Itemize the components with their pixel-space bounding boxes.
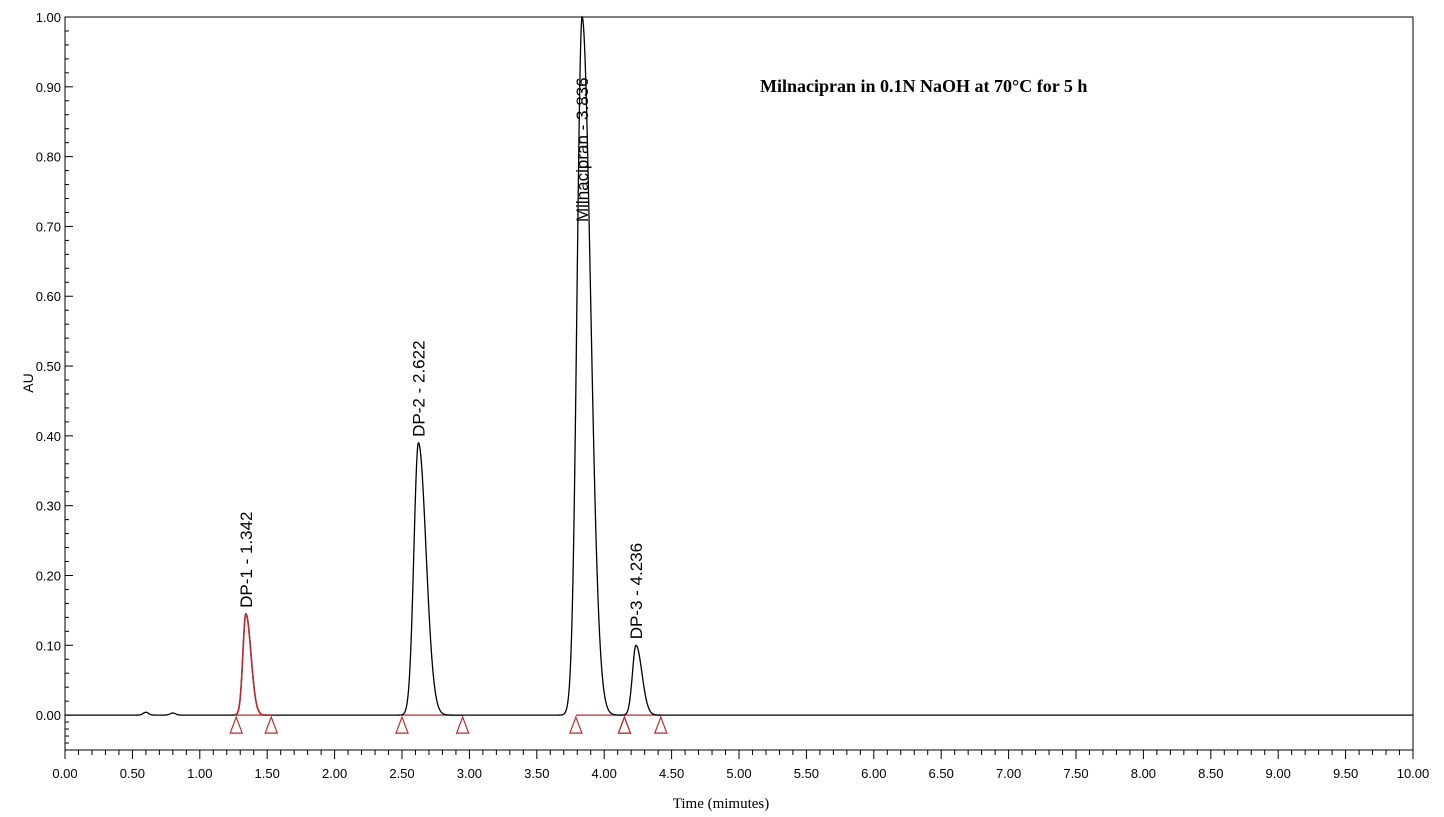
integration-marker <box>653 715 668 734</box>
integration-marker <box>229 715 244 734</box>
y-tick-label: 0.60 <box>36 289 61 304</box>
x-tick-label: 2.50 <box>389 766 414 781</box>
x-tick-label: 4.50 <box>659 766 684 781</box>
x-tick-label: 8.00 <box>1131 766 1156 781</box>
x-tick-label: 7.50 <box>1063 766 1088 781</box>
x-axis-title: Time (mimutes) <box>673 796 770 812</box>
y-tick-label: 0.90 <box>36 80 61 95</box>
x-tick-label: 5.50 <box>794 766 819 781</box>
x-tick-label: 1.00 <box>187 766 212 781</box>
x-tick-label: 9.50 <box>1333 766 1358 781</box>
integration-marker <box>395 715 409 734</box>
highlighted-peak <box>235 612 272 716</box>
chromatogram-trace <box>65 15 1413 716</box>
x-tick-label: 6.50 <box>929 766 954 781</box>
y-tick-label: 1.00 <box>36 10 61 25</box>
peak-labels: DP-1 - 1.342 DP-2 - 2.622 Milnacipran - 3.… <box>237 77 646 639</box>
integration-marker <box>455 715 470 734</box>
chart-title: Milnacipran in 0.1N NaOH at 70°C for 5 h <box>760 76 1087 96</box>
y-tick-label: 0.00 <box>36 708 61 723</box>
peak-label: DP-2 - 2.622 <box>409 340 428 436</box>
x-tick-label: 5.00 <box>726 766 751 781</box>
x-tick-label: 3.50 <box>524 766 549 781</box>
y-tick-label: 0.20 <box>36 568 61 583</box>
y-axis: 0.00 0.10 0.20 0.30 0.40 0.50 0.60 0.70 0.80 0.90… <box>36 10 73 744</box>
integration-marker <box>264 715 279 734</box>
peak-label: DP-1 - 1.342 <box>237 511 256 607</box>
y-tick-label: 0.80 <box>36 150 61 165</box>
highlighted-peaks <box>235 612 272 716</box>
x-tick-label: 3.00 <box>457 766 482 781</box>
x-tick-label: 10.00 <box>1397 766 1430 781</box>
x-tick-label: 0.00 <box>52 766 77 781</box>
y-axis-title: AU <box>20 373 36 392</box>
x-tick-label: 9.00 <box>1266 766 1291 781</box>
peak-label: DP-3 - 4.236 <box>627 543 646 639</box>
y-tick-label: 0.50 <box>36 359 61 374</box>
peak-label: Milnacipran - 3.836 <box>573 77 592 222</box>
y-tick-label: 0.30 <box>36 499 61 514</box>
x-tick-label: 8.50 <box>1198 766 1223 781</box>
x-tick-label: 1.50 <box>255 766 280 781</box>
plot-frame <box>64 16 1414 751</box>
x-tick-label: 4.00 <box>592 766 617 781</box>
y-tick-label: 0.70 <box>36 219 61 234</box>
y-tick-label: 0.40 <box>36 429 61 444</box>
x-axis: 0.00 0.50 1.00 1.50 2.00 2.50 3.00 3.50 4.00 4.50… <box>52 750 1429 781</box>
integration-markers <box>229 715 668 734</box>
x-tick-label: 6.00 <box>861 766 886 781</box>
integration-marker <box>569 715 583 734</box>
x-tick-label: 0.50 <box>120 766 145 781</box>
x-tick-label: 2.00 <box>322 766 347 781</box>
x-tick-label: 7.00 <box>996 766 1021 781</box>
integration-marker <box>617 715 632 734</box>
y-tick-label: 0.10 <box>36 638 61 653</box>
